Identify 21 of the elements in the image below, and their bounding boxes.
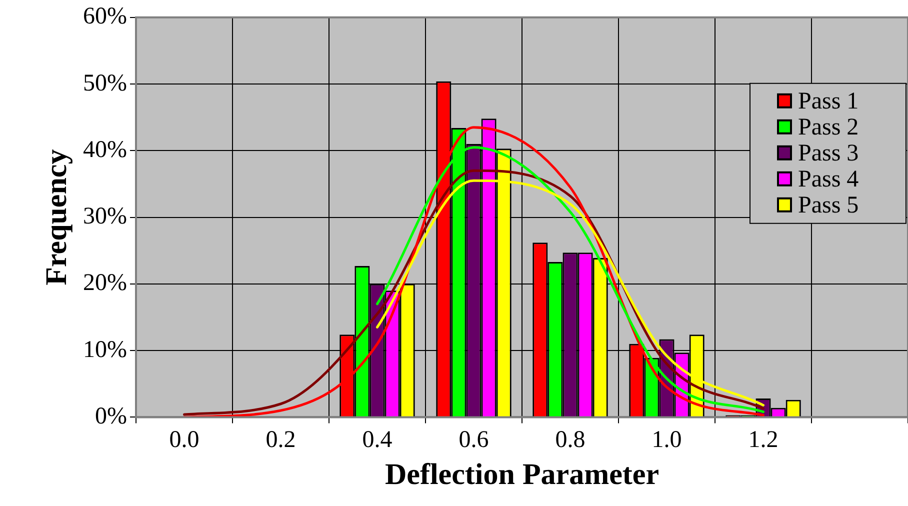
- legend-label: Pass 1: [798, 88, 859, 115]
- x-tick-label: 0.2: [266, 426, 296, 453]
- x-tick-label: 0.0: [169, 426, 200, 453]
- legend-label: Pass 3: [798, 140, 859, 167]
- x-tick-label: 0.6: [458, 426, 489, 453]
- x-tick-label: 1.0: [652, 426, 682, 453]
- y-tick-label: 10%: [82, 336, 127, 363]
- y-tick-label: 50%: [82, 70, 127, 96]
- legend-label: Pass 5: [798, 192, 859, 219]
- y-tick-label: 20%: [82, 270, 127, 296]
- legend-label: Pass 4: [798, 166, 859, 193]
- y-tick-label: 60%: [82, 4, 127, 30]
- legend-label: Pass 2: [798, 114, 859, 141]
- y-tick-label: 30%: [82, 204, 127, 230]
- x-tick-label: 0.8: [555, 426, 586, 453]
- x-axis-title: Deflection Parameter: [384, 458, 660, 491]
- x-tick-label: 1.2: [748, 426, 778, 453]
- y-axis-title: Frequency: [40, 149, 73, 286]
- x-tick-label: 0.4: [362, 426, 392, 453]
- y-tick-label: 0%: [94, 403, 127, 430]
- y-tick-label: 40%: [82, 136, 127, 163]
